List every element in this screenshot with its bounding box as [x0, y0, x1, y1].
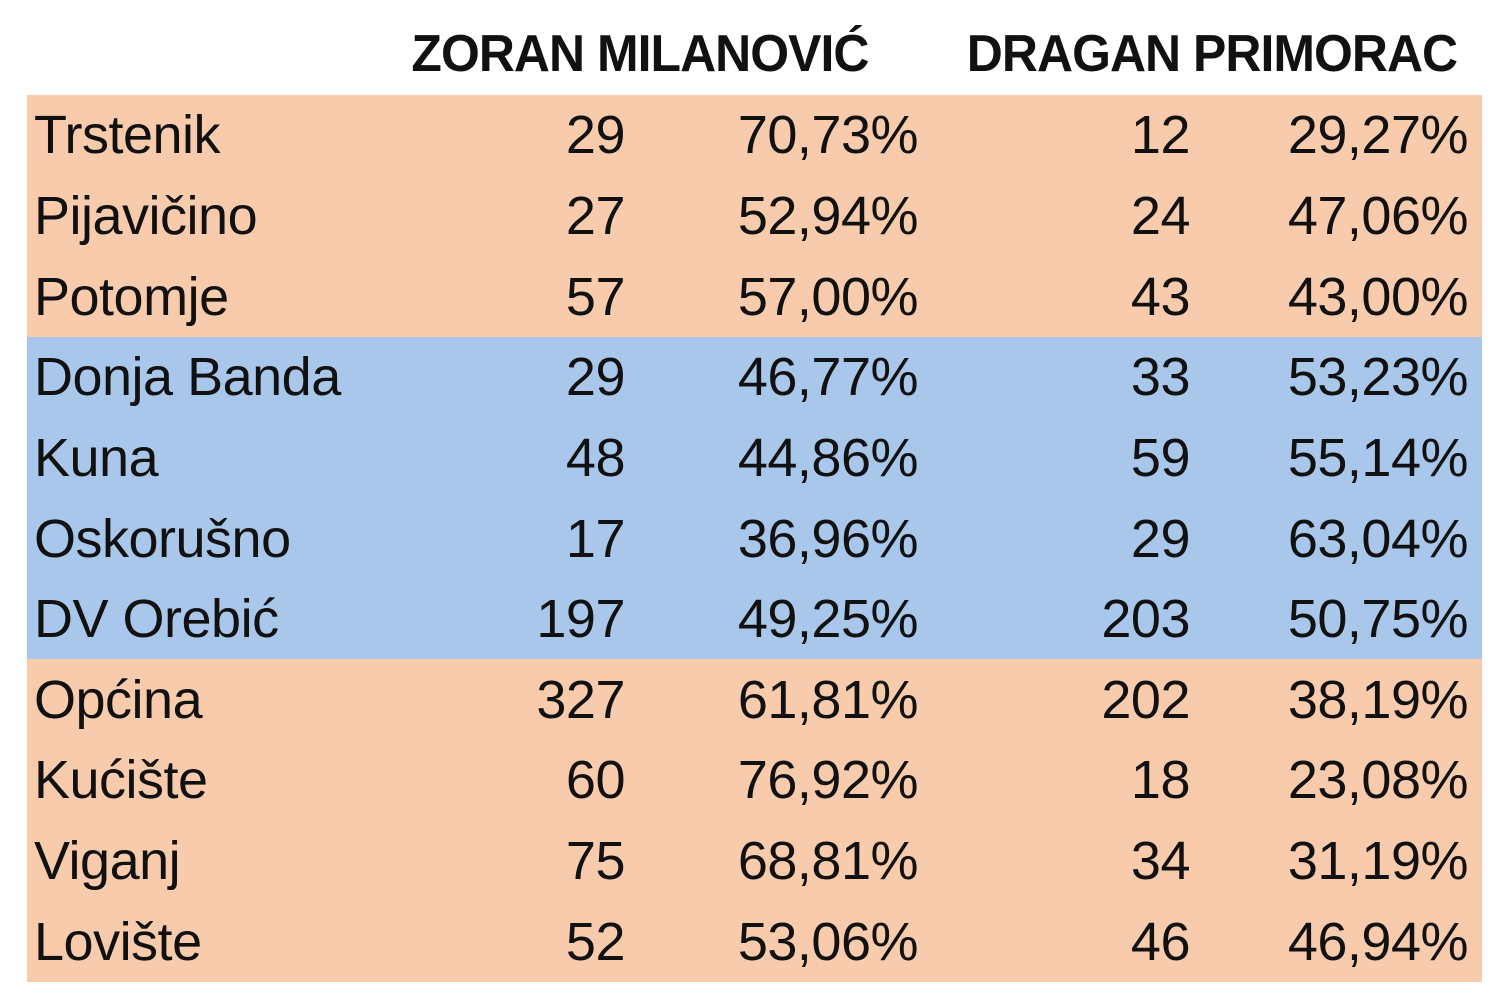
milanovic-votes: 17 [565, 508, 626, 569]
table-row: Pijavičino 27 52,94% 24 47,06% [27, 175, 1482, 257]
primorac-votes: 203 [1101, 589, 1190, 650]
primorac-votes: 34 [1130, 831, 1191, 892]
primorac-percent: 38,19% [1287, 669, 1469, 730]
milanovic-percent: 70,73% [737, 105, 919, 166]
milanovic-percent: 46,77% [737, 347, 919, 408]
table-row: DV Orebić 197 49,25% 203 50,75% [27, 578, 1482, 660]
primorac-percent: 63,04% [1287, 508, 1469, 569]
milanovic-percent: 49,25% [737, 589, 919, 650]
milanovic-votes: 52 [565, 911, 626, 972]
primorac-votes: 18 [1130, 750, 1191, 811]
primorac-votes: 33 [1130, 347, 1191, 408]
milanovic-votes: 60 [565, 750, 626, 811]
table-row: Viganj 75 68,81% 34 31,19% [27, 820, 1482, 902]
table-row: Lovište 52 53,06% 46 46,94% [27, 901, 1482, 983]
milanovic-votes: 197 [536, 589, 625, 650]
milanovic-votes: 29 [565, 347, 626, 408]
place-name: Viganj [34, 831, 181, 892]
milanovic-votes: 29 [565, 105, 626, 166]
primorac-votes: 202 [1101, 669, 1190, 730]
primorac-percent: 43,00% [1287, 266, 1469, 327]
milanovic-percent: 61,81% [737, 669, 919, 730]
primorac-votes: 59 [1130, 427, 1191, 488]
milanovic-percent: 52,94% [737, 185, 919, 246]
table-row: Donja Banda 29 46,77% 33 53,23% [27, 336, 1482, 418]
table-row: Kuna 48 44,86% 59 55,14% [27, 417, 1482, 499]
place-name: Lovište [34, 911, 202, 972]
table-row: Potomje 57 57,00% 43 43,00% [27, 256, 1482, 337]
place-name: Kućište [34, 750, 208, 811]
column-header-milanovic: ZORAN MILANOVIĆ [411, 25, 869, 83]
table-row: Trstenik 29 70,73% 12 29,27% [27, 95, 1482, 176]
primorac-percent: 29,27% [1287, 105, 1469, 166]
place-name: Trstenik [34, 105, 221, 166]
primorac-votes: 29 [1130, 508, 1191, 569]
place-name: Kuna [34, 427, 159, 488]
milanovic-percent: 76,92% [737, 750, 919, 811]
table-row: Kućište 60 76,92% 18 23,08% [27, 740, 1482, 821]
primorac-percent: 31,19% [1287, 831, 1469, 892]
place-name: Pijavičino [34, 185, 258, 246]
primorac-percent: 50,75% [1287, 589, 1469, 650]
place-name: Općina [34, 669, 203, 730]
milanovic-percent: 36,96% [737, 508, 919, 569]
place-name: Donja Banda [34, 347, 341, 408]
primorac-percent: 46,94% [1287, 911, 1469, 972]
primorac-percent: 55,14% [1287, 427, 1469, 488]
primorac-votes: 46 [1130, 911, 1191, 972]
place-name: DV Orebić [34, 589, 279, 650]
primorac-percent: 47,06% [1287, 185, 1469, 246]
place-name: Oskorušno [34, 508, 291, 569]
milanovic-percent: 44,86% [737, 427, 919, 488]
primorac-percent: 53,23% [1287, 347, 1469, 408]
primorac-votes: 43 [1130, 266, 1191, 327]
milanovic-votes: 327 [536, 669, 625, 730]
results-table: Trstenik 29 70,73% 12 29,27% Pijavičino … [27, 95, 1482, 983]
primorac-votes: 24 [1130, 185, 1191, 246]
milanovic-votes: 75 [565, 831, 626, 892]
table-row: Oskorušno 17 36,96% 29 63,04% [27, 498, 1482, 579]
column-header-primorac: DRAGAN PRIMORAC [966, 25, 1458, 83]
table-row: Općina 327 61,81% 202 38,19% [27, 659, 1482, 741]
milanovic-percent: 68,81% [737, 831, 919, 892]
primorac-votes: 12 [1130, 105, 1191, 166]
primorac-percent: 23,08% [1287, 750, 1469, 811]
milanovic-votes: 48 [565, 427, 626, 488]
milanovic-votes: 27 [565, 185, 626, 246]
milanovic-votes: 57 [565, 266, 626, 327]
place-name: Potomje [34, 266, 229, 327]
milanovic-percent: 53,06% [737, 911, 919, 972]
milanovic-percent: 57,00% [737, 266, 919, 327]
